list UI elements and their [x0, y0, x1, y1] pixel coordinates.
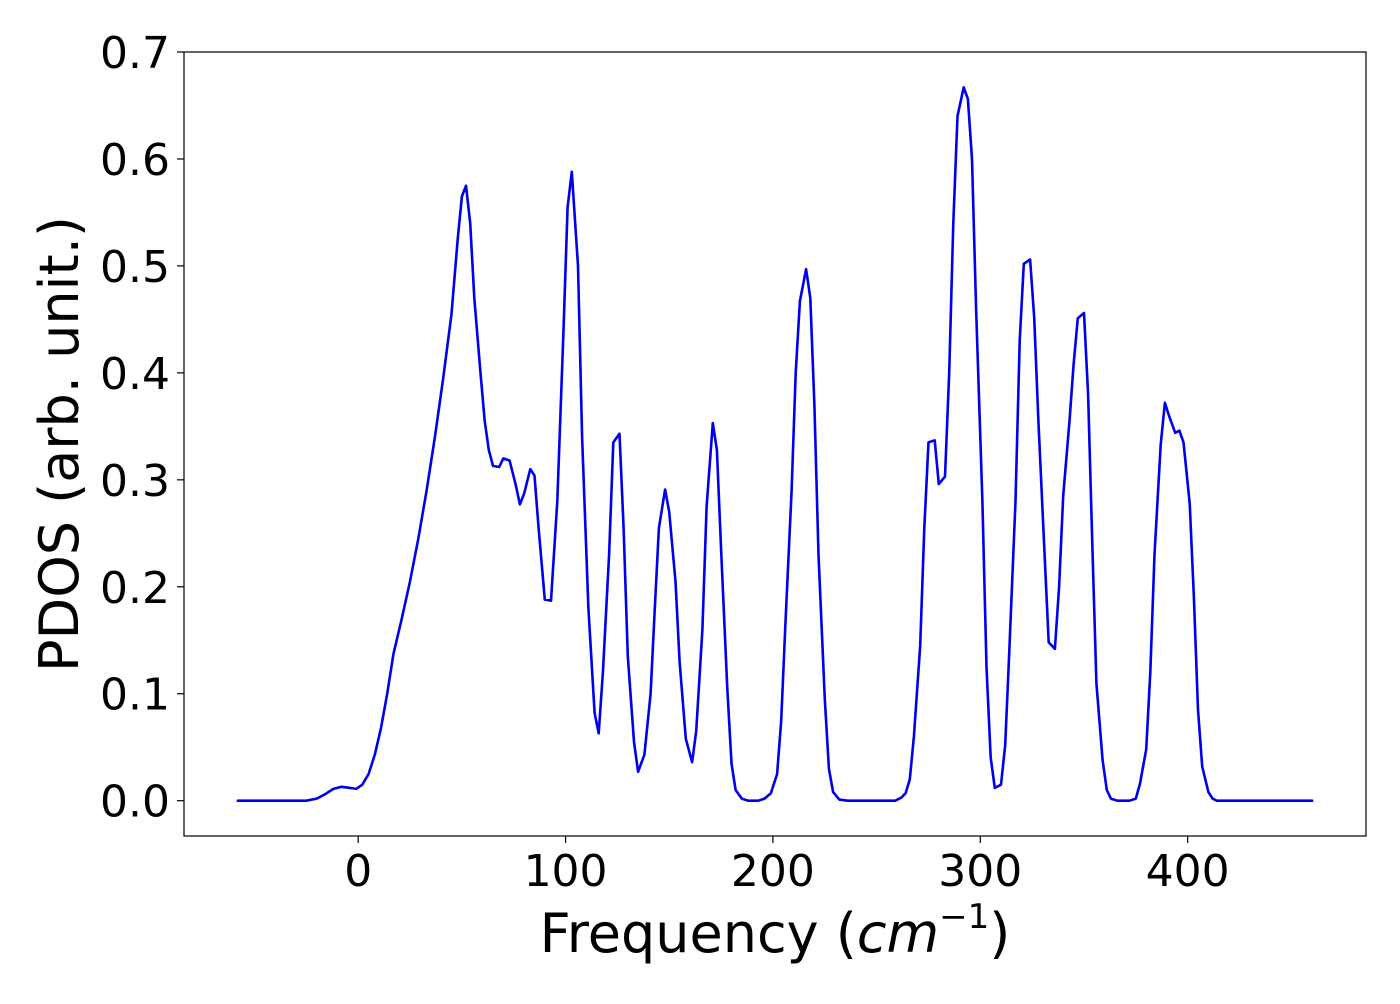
y-tick-label: 0.2 [100, 563, 170, 614]
y-tick-label: 0.6 [100, 135, 170, 186]
y-tick-label: 0.5 [100, 242, 170, 293]
y-tick-label: 0.7 [100, 28, 170, 79]
y-axis-label: PDOS (arb. unit.) [28, 216, 91, 672]
x-tick-label: 200 [731, 846, 815, 897]
series-layer [236, 86, 1314, 802]
y-axis-ticks: 0.0 0.1 0.2 0.3 0.4 0.5 0.6 0.7 [100, 28, 184, 828]
x-axis-label: Frequency (cm−1) [540, 897, 1011, 965]
x-tick-label: 100 [524, 846, 608, 897]
y-tick-label: 0.1 [100, 670, 170, 721]
plot-frame [183, 51, 1367, 837]
series-line-0 [236, 86, 1314, 802]
y-tick-label: 0.3 [100, 456, 170, 507]
x-tick-label: 300 [938, 846, 1022, 897]
x-tick-label: 400 [1146, 846, 1230, 897]
plot-background [184, 52, 1366, 836]
x-axis-ticks: 0 100 200 300 400 [344, 836, 1230, 897]
y-tick-label: 0.4 [100, 349, 170, 400]
x-tick-label: 0 [344, 846, 372, 897]
y-tick-label: 0.0 [100, 777, 170, 828]
